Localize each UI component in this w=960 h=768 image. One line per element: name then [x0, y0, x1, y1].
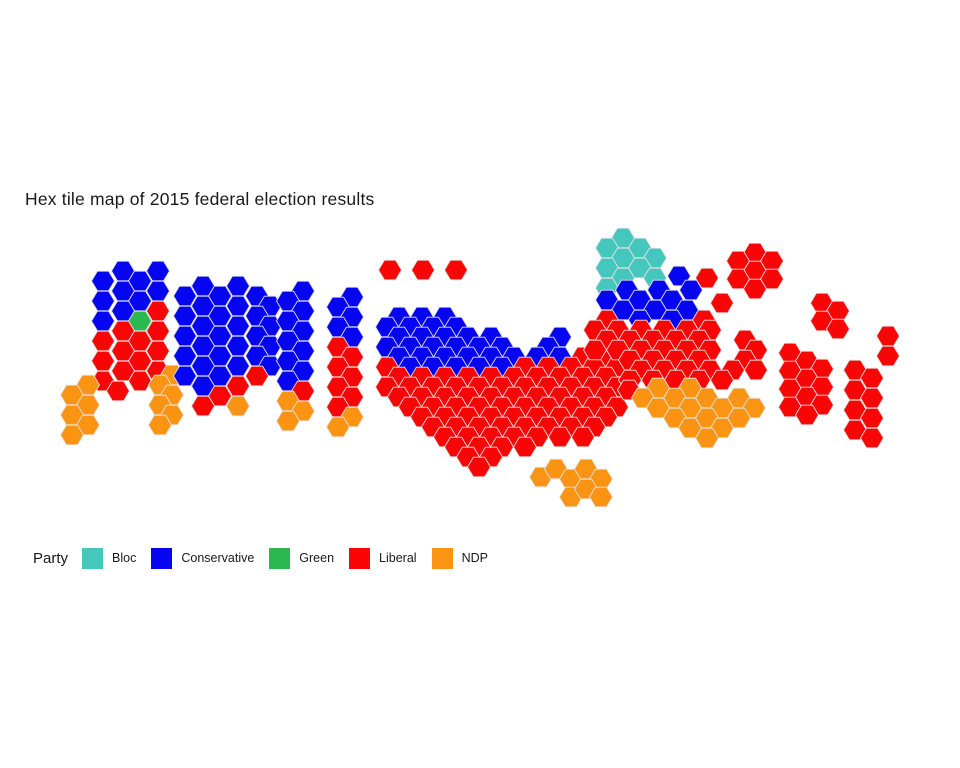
hex-riding-liberal: [244, 365, 270, 387]
legend: Party Bloc Conservative Green Liberal NDP: [33, 545, 503, 571]
hex-riding-conservative: [90, 290, 116, 312]
hex-riding-liberal: [512, 436, 538, 458]
legend-label-ndp: NDP: [461, 551, 488, 565]
legend-label-bloc: Bloc: [112, 551, 137, 565]
hex-riding-ndp: [275, 410, 301, 432]
legend-label-liberal: Liberal: [379, 551, 417, 565]
hex-riding-liberal: [90, 350, 116, 372]
legend-item-green: Green: [269, 547, 335, 569]
hex-riding-liberal: [190, 395, 216, 417]
hex-riding-liberal: [90, 330, 116, 352]
legend-item-liberal: Liberal: [349, 547, 417, 569]
hex-riding-ndp: [588, 486, 614, 508]
hex-riding-liberal: [466, 456, 492, 478]
hex-riding-liberal: [105, 380, 131, 402]
hex-riding-conservative: [90, 310, 116, 332]
hex-riding-liberal: [443, 259, 469, 281]
legend-swatch-green: [269, 547, 291, 569]
hex-riding-liberal: [410, 259, 436, 281]
hex-riding-liberal: [694, 267, 720, 289]
hex-riding-liberal: [377, 259, 403, 281]
legend-label-green: Green: [299, 551, 335, 565]
legend-item-ndp: NDP: [431, 547, 488, 569]
hex-riding-liberal: [743, 359, 769, 381]
hex-riding-ndp: [225, 395, 251, 417]
hex-riding-liberal: [794, 404, 820, 426]
hex-riding-liberal: [859, 427, 885, 449]
chart-title: Hex tile map of 2015 federal election re…: [25, 189, 375, 209]
legend-item-conservative: Conservative: [151, 547, 255, 569]
legend-title: Party: [33, 549, 69, 567]
legend-swatch-bloc: [82, 547, 104, 569]
legend-swatch-ndp: [431, 547, 453, 569]
hex-riding-liberal: [709, 292, 735, 314]
legend-swatch-liberal: [349, 547, 371, 569]
hex-riding-liberal: [742, 278, 768, 300]
legend-item-bloc: Bloc: [82, 547, 137, 569]
hex-riding-ndp: [325, 416, 351, 438]
legend-label-conservative: Conservative: [181, 551, 255, 565]
hex-riding-liberal: [875, 325, 901, 347]
hex-riding-ndp: [59, 424, 85, 446]
hex-riding-liberal: [570, 426, 596, 448]
legend-swatch-conservative: [151, 547, 173, 569]
hex-riding-ndp: [694, 427, 720, 449]
hex-riding-conservative: [90, 270, 116, 292]
hex-riding-liberal: [875, 345, 901, 367]
hex-riding-liberal: [825, 318, 851, 340]
hex-riding-liberal: [709, 369, 735, 391]
hex-riding-conservative: [172, 365, 198, 387]
hex-riding-ndp: [147, 414, 173, 436]
